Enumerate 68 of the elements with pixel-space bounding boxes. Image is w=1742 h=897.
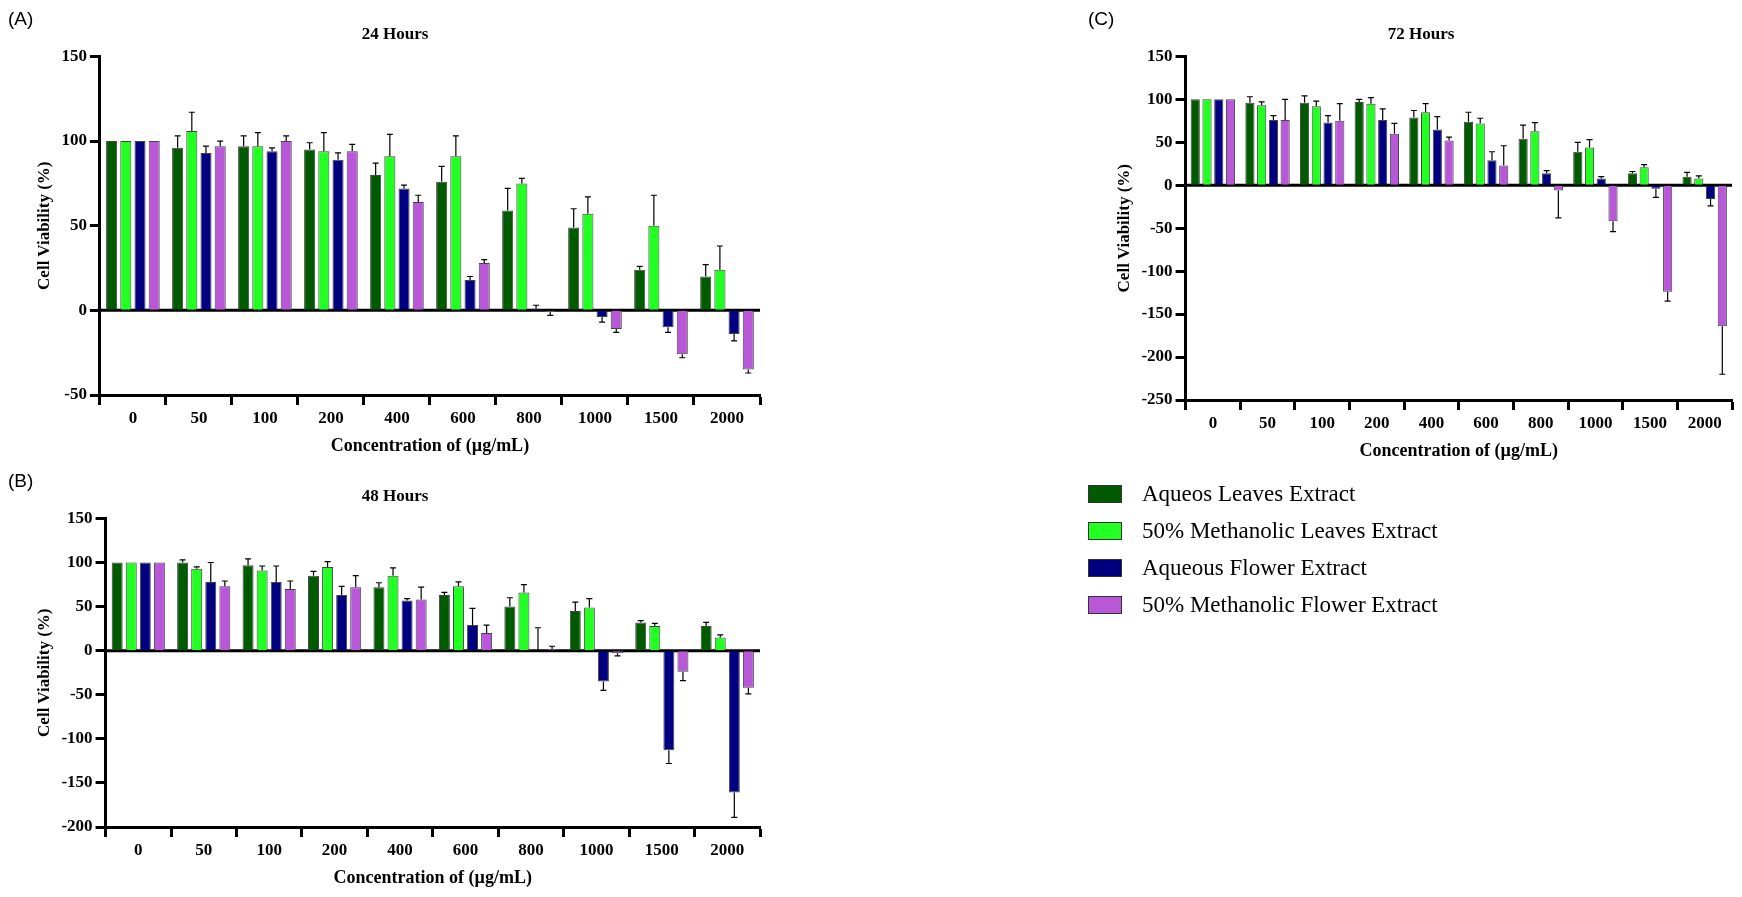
y-tick-label: -50 (64, 384, 87, 404)
chart-title: 24 Hours (361, 23, 429, 43)
x-tick-label: 0 (134, 839, 143, 859)
y-tick-label: -200 (61, 816, 93, 836)
x-tick-label: 400 (1418, 412, 1445, 432)
y-tick-label: -50 (69, 684, 93, 704)
text: (C) (1088, 8, 1115, 30)
y-tick-label: 150 (1147, 45, 1173, 65)
x-tick-label: 2000 (709, 407, 744, 427)
y-tick-label: -150 (1141, 303, 1173, 323)
y-axis-title: Cell Viability (%) (33, 608, 53, 737)
y-tick-label: 100 (67, 551, 93, 571)
x-tick-label: 800 (516, 407, 542, 427)
legend-label: Aqueos Leaves Extract (1142, 480, 1356, 507)
text: (B) (8, 470, 34, 492)
y-tick-label: 150 (61, 45, 87, 65)
x-tick-label: 100 (256, 839, 282, 859)
x-tick-label: 1000 (1578, 412, 1613, 432)
x-axis-title: Concentration of (µg/mL) (333, 866, 532, 888)
y-tick-label: 50 (1155, 131, 1173, 151)
y-tick-label: 50 (69, 215, 87, 235)
chart-title: 72 Hours (1387, 23, 1455, 43)
x-tick-label: 50 (1259, 412, 1277, 432)
y-tick-label: 0 (78, 299, 87, 319)
x-tick-label: 600 (452, 839, 479, 859)
y-tick-label: -100 (61, 728, 93, 748)
y-tick-label: 50 (75, 595, 93, 615)
chart-title: 48 Hours (361, 485, 429, 505)
x-tick-label: 100 (1309, 412, 1335, 432)
y-tick-label: -100 (1141, 260, 1173, 280)
y-axis-title: Cell Viability (%) (33, 161, 53, 290)
legend-label: 50% Methanolic Leaves Extract (1142, 517, 1438, 544)
x-tick-label: 1500 (643, 407, 678, 427)
y-tick-label: 150 (67, 507, 93, 527)
x-tick-label: 0 (1208, 412, 1218, 432)
x-tick-label: 600 (1473, 412, 1499, 432)
y-axis-title: Cell Viability (%) (1113, 163, 1133, 293)
legend-label: Aqueous Flower Extract (1142, 554, 1367, 581)
x-tick-label: 800 (1528, 412, 1554, 432)
y-tick-label: -50 (1149, 217, 1173, 237)
x-axis-title: Concentration of (µg/mL) (1359, 439, 1558, 461)
x-tick-label: 600 (450, 407, 476, 427)
x-tick-label: 200 (318, 407, 344, 427)
y-tick-label: 0 (1164, 174, 1173, 194)
x-axis-title: Concentration of (µg/mL) (330, 434, 530, 456)
x-tick-label: 50 (190, 407, 208, 427)
legend-label: 50% Methanolic Flower Extract (1142, 591, 1438, 618)
y-tick-label: 100 (1147, 88, 1173, 108)
x-tick-label: 200 (1364, 412, 1390, 432)
x-tick-label: 100 (252, 407, 278, 427)
x-tick-label: 1000 (577, 407, 612, 427)
x-tick-label: 800 (518, 839, 544, 859)
x-tick-label: 2000 (1687, 412, 1722, 432)
y-tick-label: 0 (84, 640, 93, 660)
x-tick-label: 400 (387, 839, 413, 859)
x-tick-label: 1000 (579, 839, 614, 859)
y-tick-label: -250 (1141, 389, 1173, 409)
y-tick-label: 100 (61, 130, 87, 150)
x-tick-label: 50 (195, 839, 213, 859)
x-tick-label: 400 (384, 407, 410, 427)
x-tick-label: 2000 (710, 839, 745, 859)
x-tick-label: 1500 (644, 839, 679, 859)
y-tick-label: -200 (1141, 346, 1173, 366)
x-tick-label: 1500 (1633, 412, 1668, 432)
x-tick-label: 200 (321, 839, 348, 859)
y-tick-label: -150 (61, 772, 93, 792)
x-tick-label: 0 (128, 407, 138, 427)
text: (A) (8, 8, 34, 30)
